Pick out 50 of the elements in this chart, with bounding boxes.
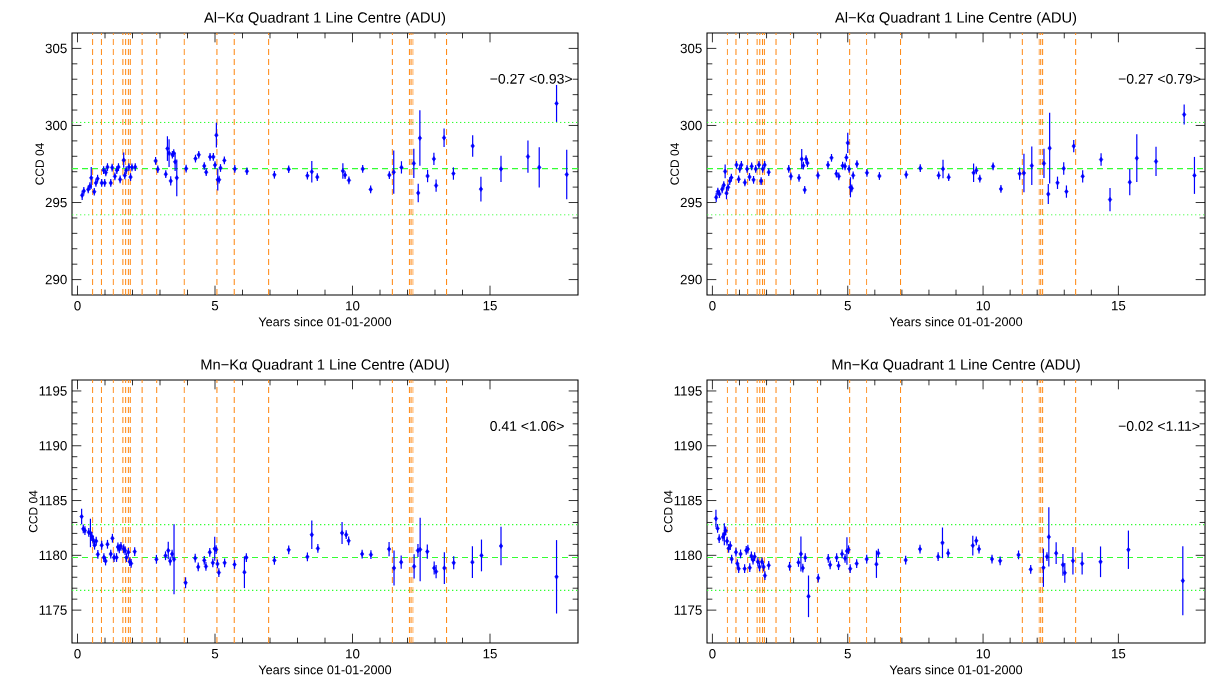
annotation: 0.41 <1.06> — [490, 421, 564, 431]
y-tick-label: 290 — [45, 274, 67, 285]
x-tick-label: 5 — [211, 301, 219, 311]
y-tick-label: 1185 — [674, 495, 702, 506]
y-tick-label: 1190 — [39, 441, 67, 451]
x-tick-label: 15 — [1112, 301, 1126, 311]
annotation: −0.27 <0.79> — [1118, 73, 1201, 84]
y-tick-label: 1175 — [39, 605, 67, 615]
x-axis-title: Years since 01-01-2000 — [258, 316, 392, 327]
x-tick-label: 0 — [74, 649, 81, 659]
y-tick-label: 300 — [45, 120, 67, 131]
annotation: −0.02 <1.11> — [1118, 421, 1200, 431]
x-tick-label: 10 — [346, 649, 360, 659]
x-axis-title: Years since 01-01-2000 — [889, 664, 1023, 675]
chart-title: Al−Kα Quadrant 1 Line Centre (ADU) — [835, 11, 1077, 26]
y-tick-label: 1180 — [39, 550, 67, 561]
x-tick-label: 0 — [709, 649, 716, 659]
x-tick-label: 15 — [1112, 649, 1126, 659]
x-tick-label: 5 — [844, 301, 851, 311]
x-tick-label: 0 — [74, 301, 81, 311]
x-tick-label: 0 — [709, 301, 716, 311]
x-tick-label: 5 — [211, 649, 219, 659]
x-tick-label: 10 — [976, 649, 990, 659]
y-axis-title: CCD 04 — [35, 143, 44, 185]
x-axis-title: Years since 01-01-2000 — [889, 316, 1023, 327]
y-axis-title: CCD 04 — [663, 490, 673, 533]
y-tick-label: 305 — [45, 43, 67, 54]
annotation: −0.27 <0.93> — [490, 73, 572, 84]
x-tick-label: 15 — [483, 649, 497, 659]
y-tick-label: 1180 — [674, 550, 702, 561]
x-axis-title: Years since 01-01-2000 — [258, 664, 392, 675]
x-tick-label: 10 — [976, 301, 990, 311]
y-tick-label: 290 — [680, 274, 702, 285]
y-tick-label: 1185 — [39, 495, 67, 506]
y-tick-label: 295 — [680, 197, 702, 208]
y-tick-label: 1175 — [674, 605, 702, 615]
y-axis-title: CCD 04 — [28, 490, 38, 533]
y-tick-label: 305 — [680, 43, 702, 54]
y-tick-label: 1195 — [39, 386, 67, 396]
x-tick-label: 10 — [346, 301, 360, 311]
x-tick-label: 15 — [483, 301, 497, 311]
y-tick-label: 295 — [45, 197, 67, 208]
chart-title: Al−Kα Quadrant 1 Line Centre (ADU) — [204, 11, 446, 26]
chart-title: Mn−Kα Quadrant 1 Line Centre (ADU) — [201, 358, 449, 373]
y-axis-title: CCD 04 — [670, 143, 679, 185]
y-tick-label: 1190 — [674, 441, 702, 451]
chart-title: Mn−Kα Quadrant 1 Line Centre (ADU) — [832, 358, 1080, 373]
y-tick-label: 1195 — [674, 386, 702, 396]
y-tick-label: 300 — [680, 120, 702, 131]
x-tick-label: 5 — [844, 649, 851, 659]
